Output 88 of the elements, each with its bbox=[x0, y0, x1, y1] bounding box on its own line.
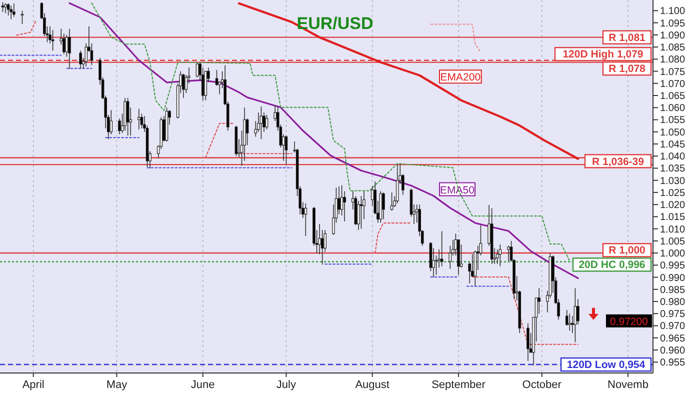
candlestick bbox=[576, 298, 580, 325]
y-tick-label: 0.965 bbox=[660, 333, 686, 344]
y-tick-label: 1.080 bbox=[660, 54, 686, 66]
candlestick bbox=[79, 50, 82, 70]
candlestick bbox=[338, 186, 340, 215]
text: EUR/USD bbox=[296, 14, 374, 33]
y-tick-label: 0.990 bbox=[660, 272, 686, 284]
annotation: 0.97200 bbox=[610, 316, 648, 328]
y-tick-label: 1.055 bbox=[660, 115, 686, 126]
y-tick-label: 0.985 bbox=[660, 284, 686, 296]
candlestick bbox=[568, 313, 572, 331]
y-tick-label: 1.000 bbox=[660, 248, 686, 260]
candlestick bbox=[304, 202, 308, 236]
candlestick bbox=[343, 190, 346, 222]
x-tick-label: Novemb bbox=[608, 379, 648, 391]
x-tick-label: July bbox=[276, 379, 296, 391]
y-tick-label: 0.955 bbox=[660, 358, 686, 369]
candlestick bbox=[182, 73, 185, 98]
candlestick bbox=[382, 192, 385, 220]
candlestick bbox=[196, 62, 199, 78]
candlestick bbox=[440, 230, 444, 267]
candlestick bbox=[574, 288, 577, 343]
y-tick-label: 1.085 bbox=[660, 42, 686, 54]
y-tick-label: 0.970 bbox=[660, 321, 686, 332]
ref-line-label: 120D Low 0,954 bbox=[566, 359, 646, 372]
candlestick bbox=[565, 310, 568, 326]
x-tick-label: September bbox=[432, 379, 486, 391]
candlestick bbox=[526, 322, 530, 362]
ref-line-label: R 1,078 bbox=[608, 63, 646, 76]
x-tick-label: August bbox=[355, 379, 390, 391]
y-tick-label: 1.095 bbox=[660, 18, 686, 30]
y-tick-label: 1.075 bbox=[660, 66, 686, 78]
candlestick bbox=[51, 30, 54, 52]
candlestick bbox=[4, 2, 7, 14]
candlestick bbox=[20, 10, 24, 24]
y-tick-label: 1.050 bbox=[660, 127, 686, 138]
candlestick bbox=[201, 67, 204, 101]
y-tick-label: 0.960 bbox=[660, 345, 686, 356]
x-tick-label: May bbox=[106, 379, 128, 391]
candlestick bbox=[10, 5, 13, 20]
y-tick-label: 1.015 bbox=[660, 212, 686, 224]
price-tag: 0.97200 bbox=[606, 314, 652, 328]
series-label: EMA50 bbox=[440, 184, 475, 196]
ref-line-label: R 1,036-39 bbox=[592, 156, 644, 168]
series-label: EMA200 bbox=[440, 72, 481, 84]
y-tick-label: 1.065 bbox=[660, 90, 686, 102]
candlestick bbox=[284, 135, 288, 165]
y-tick-label: 1.090 bbox=[660, 30, 686, 42]
y-tick-label: 1.010 bbox=[660, 224, 686, 236]
y-tick-label: 1.030 bbox=[660, 176, 686, 187]
candlestick bbox=[538, 288, 540, 314]
candlestick bbox=[62, 33, 66, 55]
candlestick bbox=[360, 196, 363, 230]
y-tick-label: 1.020 bbox=[660, 200, 686, 212]
y-tick-label: 1.025 bbox=[660, 188, 686, 199]
candlestick bbox=[140, 113, 144, 129]
x-tick-label: June bbox=[190, 379, 215, 391]
candlestick bbox=[318, 224, 321, 255]
y-tick-label: 1.035 bbox=[660, 164, 686, 175]
y-tick-label: 1.100 bbox=[660, 6, 686, 18]
candlestick bbox=[496, 248, 499, 264]
x-tick-label: October bbox=[522, 379, 562, 391]
y-tick-label: 0.980 bbox=[660, 297, 686, 308]
ref-line-label: R 1,081 bbox=[608, 32, 646, 44]
candlestick bbox=[246, 118, 249, 146]
y-tick-label: 1.060 bbox=[660, 103, 686, 114]
ref-line-label: 20D HC 0,996 bbox=[578, 259, 646, 272]
candlestick bbox=[68, 28, 71, 70]
candlestick bbox=[110, 110, 113, 135]
y-tick-label: 1.040 bbox=[660, 152, 686, 163]
candlestick bbox=[6, 2, 10, 16]
y-tick-label: 0.975 bbox=[660, 309, 686, 320]
ref-line-label: 120D High 1,079 bbox=[562, 48, 644, 61]
y-tick-label: 1.070 bbox=[660, 78, 686, 90]
y-tick-label: 1.045 bbox=[660, 139, 686, 150]
candlestick bbox=[12, 2, 16, 18]
candlestick bbox=[215, 70, 218, 86]
candlestick bbox=[1, 2, 4, 12]
candlestick bbox=[498, 244, 502, 267]
y-tick-label: 1.005 bbox=[660, 236, 686, 248]
candlestick bbox=[138, 108, 140, 130]
ref-line-label: R 1,000 bbox=[608, 244, 646, 257]
x-tick-label: April bbox=[22, 379, 44, 391]
candlestick bbox=[396, 164, 399, 204]
candlestick bbox=[126, 98, 130, 136]
candlestick bbox=[265, 114, 268, 130]
candlestick bbox=[507, 245, 510, 262]
y-tick-label: 0.995 bbox=[660, 260, 686, 272]
